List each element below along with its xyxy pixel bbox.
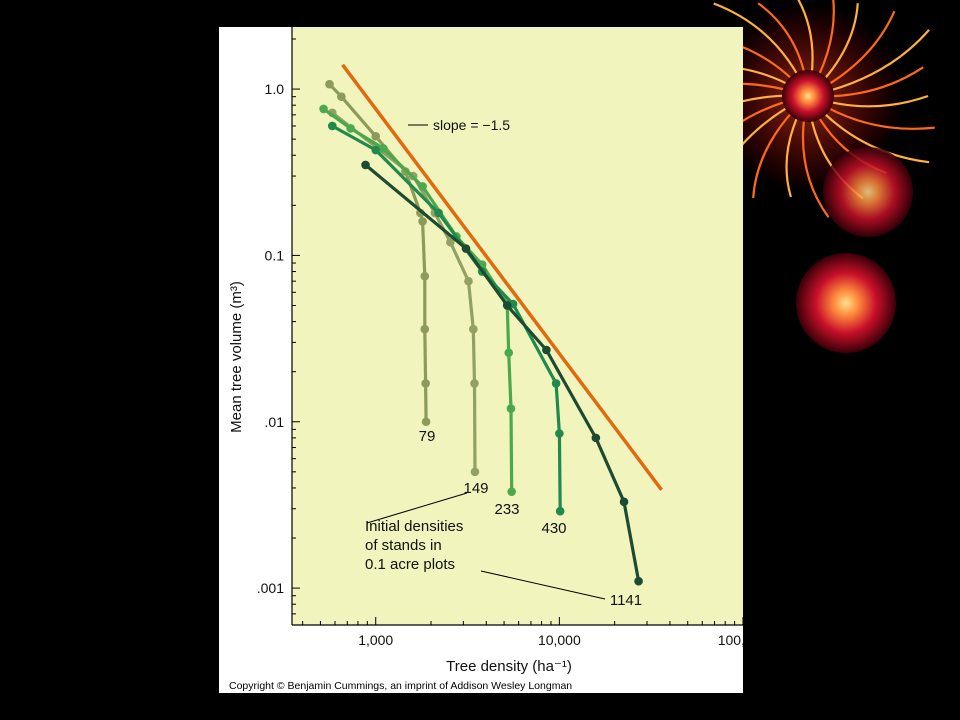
data-point bbox=[379, 144, 388, 153]
annotation-line: Initial densities bbox=[365, 518, 463, 535]
series-1141: 1141 bbox=[361, 160, 643, 609]
data-point bbox=[319, 104, 328, 114]
reference-line bbox=[341, 63, 663, 491]
line-chart: 1.0 0.1 .01 .001 1,000 10,000 100,000 79 149 233… bbox=[228, 27, 743, 675]
y-tick-label: 1.0 bbox=[265, 81, 285, 97]
copyright-notice: Copyright © Benjamin Cummings, an imprin… bbox=[229, 680, 573, 692]
annotation-leader-149 bbox=[366, 492, 468, 524]
x-axis-title: Tree density (ha⁻¹) bbox=[446, 658, 572, 675]
data-point bbox=[418, 217, 427, 226]
data-point bbox=[469, 324, 478, 334]
annotation-line: of stands in bbox=[365, 537, 442, 554]
data-point bbox=[464, 276, 473, 286]
series-line bbox=[331, 124, 562, 512]
data-point bbox=[506, 404, 516, 413]
y-tick-label: .01 bbox=[265, 414, 285, 430]
annotation-text: Initial densities of stands in 0.1 acre pl… bbox=[365, 518, 463, 573]
data-point bbox=[421, 379, 430, 388]
series-end-label: 430 bbox=[541, 520, 566, 537]
reference-line-label: slope = −1.5 bbox=[433, 117, 510, 133]
data-point bbox=[361, 160, 370, 170]
series-line bbox=[328, 83, 428, 422]
y-axis-title: Mean tree volume (m³) bbox=[228, 281, 245, 433]
series-end-label: 149 bbox=[463, 480, 488, 497]
series-end-label: 1141 bbox=[610, 592, 642, 609]
series-end-label: 79 bbox=[419, 428, 436, 445]
data-point bbox=[420, 324, 430, 334]
data-point bbox=[337, 92, 346, 101]
data-point bbox=[327, 121, 337, 131]
data-point bbox=[446, 237, 455, 247]
x-tick-label: 100,000 bbox=[718, 632, 743, 648]
data-point bbox=[634, 576, 643, 586]
data-point bbox=[371, 132, 381, 141]
orb-small-decoration bbox=[823, 147, 913, 237]
reference-line-group bbox=[341, 63, 663, 491]
data-point bbox=[418, 182, 427, 191]
data-point bbox=[551, 379, 561, 388]
data-point bbox=[470, 379, 479, 388]
annotation-line: 0.1 acre plots bbox=[365, 556, 455, 573]
data-point bbox=[371, 145, 381, 155]
data-point bbox=[470, 467, 480, 477]
data-point bbox=[555, 429, 564, 438]
data-point bbox=[325, 79, 334, 89]
annotation-leader-1141 bbox=[480, 570, 606, 600]
y-tick-label: 0.1 bbox=[265, 247, 285, 263]
data-point bbox=[434, 208, 443, 218]
axes: 1.0 0.1 .01 .001 1,000 10,000 100,000 bbox=[257, 27, 743, 648]
data-point bbox=[346, 124, 355, 133]
series-group: 79 149 233 430 1141 bbox=[319, 79, 643, 609]
data-point bbox=[420, 271, 430, 281]
x-tick-label: 10,000 bbox=[538, 632, 581, 648]
data-point bbox=[461, 244, 471, 253]
data-point bbox=[502, 301, 512, 310]
series-430: 430 bbox=[327, 121, 567, 537]
large-orb-decoration bbox=[782, 70, 834, 122]
data-point bbox=[555, 506, 565, 516]
figure-panel: 1.0 0.1 .01 .001 1,000 10,000 100,000 79 149 233… bbox=[219, 27, 743, 693]
data-point bbox=[421, 417, 431, 427]
series-end-label: 233 bbox=[494, 501, 519, 518]
data-point bbox=[507, 487, 516, 496]
y-tick-label: .001 bbox=[257, 580, 284, 596]
data-point bbox=[591, 433, 601, 443]
data-point bbox=[619, 497, 629, 507]
data-point bbox=[542, 345, 551, 355]
orb-bottom-decoration bbox=[796, 253, 896, 353]
x-tick-label: 1,000 bbox=[358, 632, 393, 648]
data-point bbox=[504, 348, 514, 358]
